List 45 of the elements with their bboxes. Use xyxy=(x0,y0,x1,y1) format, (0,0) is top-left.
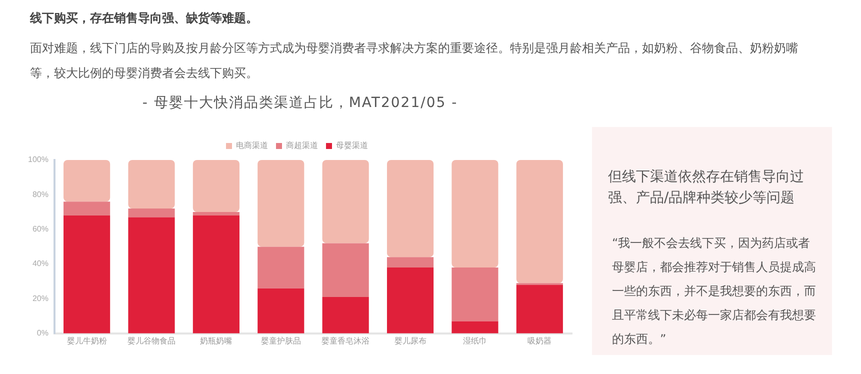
bar xyxy=(322,160,369,244)
x-tick-label: 湿纸巾 xyxy=(462,336,487,346)
legend-label: 母婴渠道 xyxy=(336,141,368,150)
x-tick-label: 婴儿尿布 xyxy=(394,336,426,346)
bar xyxy=(386,160,434,258)
x-tick-label: 婴童香皂沐浴 xyxy=(322,336,370,346)
bar xyxy=(516,160,563,284)
bar xyxy=(64,215,110,334)
bar xyxy=(128,217,175,334)
y-tick-label: 80% xyxy=(32,190,48,199)
legend-label: 电商渠道 xyxy=(236,141,268,150)
x-tick-label: 奶瓶奶嘴 xyxy=(200,336,232,346)
y-tick-label: 0% xyxy=(36,328,48,338)
bar xyxy=(452,160,498,268)
text: “我一般不会去线下买，因为药店或者母婴店，都会推荐对于销售人员提成高一些的东西，并不是我想要的东西，而且平常线下未必每一家店都会有我想要的东西。” xyxy=(612,235,817,348)
bar xyxy=(258,288,304,334)
legend-label: 商超渠道 xyxy=(286,141,318,150)
chart-title: - 母婴十大快消品类渠道占比，MAT2021/05 - xyxy=(141,94,459,112)
x-tick-label: 婴童护肤品 xyxy=(260,336,301,346)
bar xyxy=(516,284,563,334)
bar xyxy=(192,160,240,212)
bar xyxy=(322,243,369,297)
y-tick-label: 60% xyxy=(32,224,48,234)
bar xyxy=(322,296,369,334)
bar xyxy=(128,160,175,209)
text: 线下购买，存在销售导向强、缺货等难题。 xyxy=(30,10,258,27)
x-tick-label: 婴儿牛奶粉 xyxy=(66,336,107,346)
x-tick-label: 婴儿谷物食品 xyxy=(128,336,176,346)
bar xyxy=(128,208,175,218)
bar xyxy=(386,268,434,334)
x-tick-label: 吸奶器 xyxy=(528,336,552,346)
bar xyxy=(386,257,434,268)
bar xyxy=(192,215,240,334)
bar xyxy=(452,268,498,322)
y-tick-label: 40% xyxy=(32,259,48,268)
y-tick-label: 20% xyxy=(32,294,48,303)
bar xyxy=(64,202,110,216)
y-tick-label: 100% xyxy=(28,155,48,164)
text: 但线下渠道依然存在销售导向过强、产品/品牌种类较少等问题 xyxy=(608,168,805,208)
bar xyxy=(258,160,304,247)
bar xyxy=(452,321,498,334)
bar xyxy=(192,212,240,216)
bar xyxy=(64,160,110,202)
text: 面对难题，线下门店的导购及按月龄分区等方式成为母婴消费者寻求解决方案的重要途径。特别是强月龄相关产品，如奶粉、谷物食品、奶粉奶嘴等，较大比例的母婴消费者会去线下购买。 xyxy=(30,40,799,82)
bar xyxy=(258,246,304,288)
